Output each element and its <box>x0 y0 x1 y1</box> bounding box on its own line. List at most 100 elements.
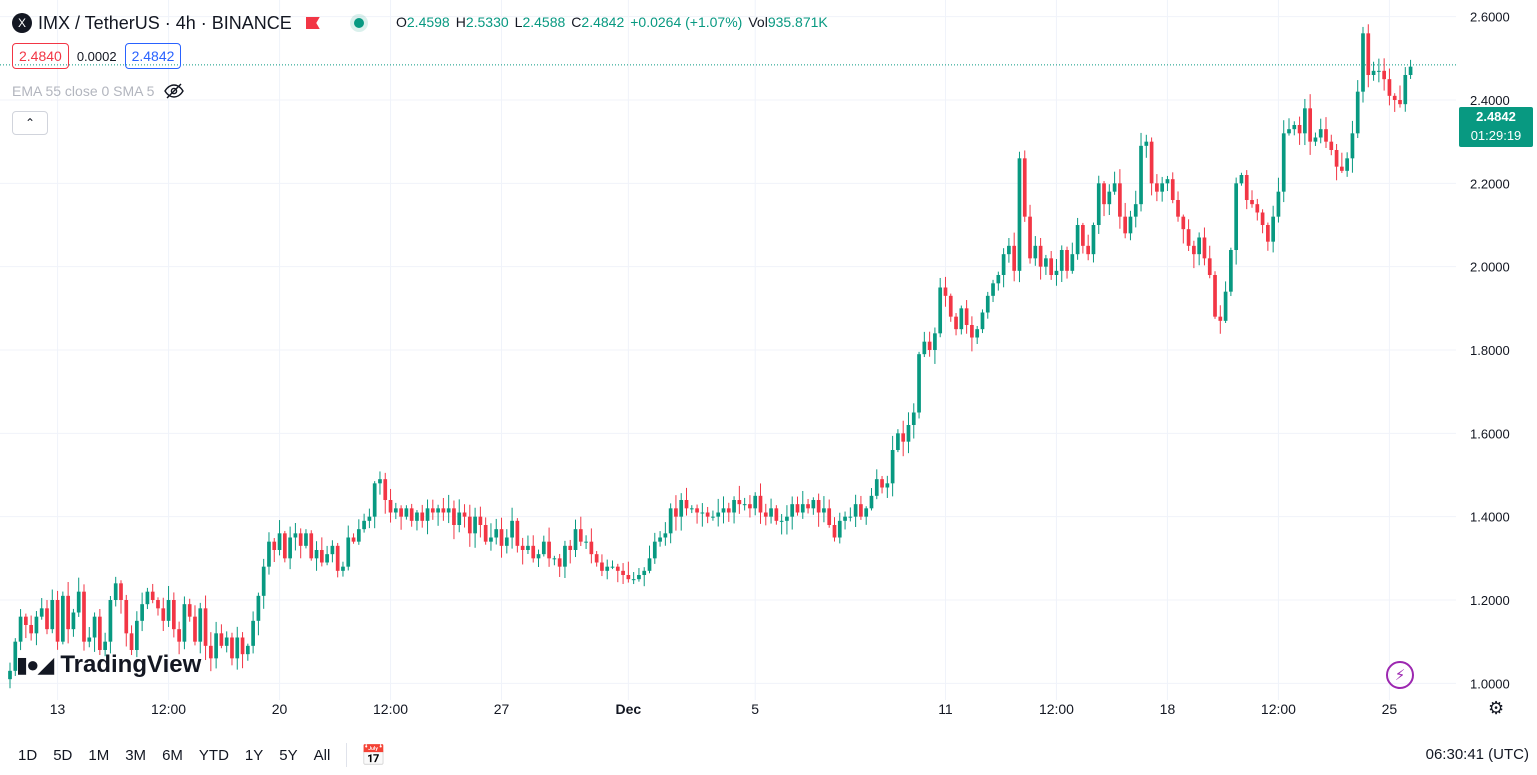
candle <box>954 313 958 336</box>
candle-body <box>372 483 377 517</box>
candle <box>811 497 816 515</box>
market-status-icon[interactable] <box>353 18 364 28</box>
range-button-1m[interactable]: 1M <box>88 746 110 764</box>
candle-body <box>1086 245 1091 255</box>
range-button-1y[interactable]: 1Y <box>244 746 264 764</box>
candle-body <box>1075 225 1080 255</box>
indicator-legend[interactable]: EMA 55 close 0 SMA 5 <box>12 83 185 99</box>
candle-body <box>674 508 678 517</box>
candle-body <box>980 312 985 330</box>
indicator-label[interactable]: EMA 55 close 0 SMA 5 <box>12 83 155 99</box>
candle-body <box>1155 183 1159 192</box>
candle-body <box>1403 75 1408 105</box>
tradingview-logo[interactable]: ▮●◢ TradingView <box>16 651 201 679</box>
candle <box>415 510 419 531</box>
lightning-icon[interactable]: ⚡ <box>1386 661 1414 689</box>
x-tick-label: 12:00 <box>1039 701 1074 717</box>
candle <box>1281 120 1286 203</box>
candle <box>1165 175 1170 192</box>
candle-body <box>790 504 795 517</box>
candle-body <box>82 591 86 642</box>
candle <box>975 325 980 344</box>
candle <box>832 517 837 542</box>
candle <box>679 493 684 531</box>
candle <box>346 525 351 571</box>
candle <box>341 561 345 577</box>
candle-body <box>393 508 398 513</box>
candle <box>436 504 440 526</box>
candle-body <box>1281 133 1286 192</box>
candle <box>1334 144 1339 181</box>
candle <box>1102 181 1106 217</box>
range-button-1d[interactable]: 1D <box>18 746 38 764</box>
candle <box>1202 227 1207 266</box>
range-button-all[interactable]: All <box>313 746 331 764</box>
candle-body <box>256 595 261 621</box>
candle-body <box>467 516 472 534</box>
candle <box>568 539 573 564</box>
candle-body <box>1313 137 1318 142</box>
candle <box>1017 151 1022 283</box>
candle-body <box>589 541 594 555</box>
candle <box>970 316 974 352</box>
candle <box>298 528 303 559</box>
candle <box>985 291 990 319</box>
candle <box>203 595 208 661</box>
candle-body <box>832 525 837 538</box>
range-button-3m[interactable]: 3M <box>125 746 147 764</box>
candle-body <box>224 637 229 646</box>
candle-body <box>779 520 784 522</box>
candle-body <box>436 508 440 513</box>
symbol-title[interactable]: IMX / TetherUS · 4h · BINANCE <box>38 12 292 33</box>
candle-body <box>1303 108 1307 134</box>
collapse-legend-button[interactable]: ⌃ <box>12 111 48 135</box>
candle-body <box>843 516 847 521</box>
candle <box>1350 120 1355 173</box>
candle-body <box>441 508 446 513</box>
candle <box>695 504 699 524</box>
candle-body <box>1070 254 1075 271</box>
candle <box>700 503 705 527</box>
range-button-ytd[interactable]: YTD <box>198 746 229 764</box>
candle-body <box>822 508 826 513</box>
candle <box>29 615 33 641</box>
candle <box>388 488 393 523</box>
candle <box>621 563 625 585</box>
eye-off-icon[interactable] <box>164 83 185 99</box>
buy-price-button[interactable]: 2.4842 <box>124 43 182 69</box>
candle <box>462 504 467 528</box>
utc-clock[interactable]: 06:30:41 (UTC) <box>1425 746 1529 763</box>
y-tick-label: 2.2000 <box>1470 176 1510 191</box>
sell-price-button[interactable]: 2.4840 <box>12 43 69 69</box>
price-chart[interactable]: 1.0000 1.2000 1.4000 1.6000 1.8000 2.0000 2.20… <box>0 0 1537 735</box>
candle <box>372 481 377 529</box>
candle-body <box>647 558 652 571</box>
candle <box>235 626 240 670</box>
candle <box>293 522 298 551</box>
candles <box>8 24 1413 689</box>
y-tick-label: 1.8000 <box>1470 343 1510 358</box>
candle <box>563 540 567 578</box>
range-button-5d[interactable]: 5D <box>53 746 73 764</box>
candle <box>1186 219 1191 252</box>
date-range-buttons: 1D 5D 1M 3M 6M YTD 1Y 5Y All <box>10 743 338 768</box>
candle-body <box>927 341 932 350</box>
close-label: C <box>571 14 582 30</box>
candle-body <box>1001 254 1006 275</box>
flag-icon[interactable] <box>305 17 320 29</box>
candle <box>869 488 874 511</box>
range-button-5y[interactable]: 5Y <box>279 746 298 764</box>
candle <box>711 510 715 521</box>
low-label: L <box>514 14 523 30</box>
y-tick-label: 1.2000 <box>1470 593 1510 608</box>
x-axis[interactable]: 13 12:00 20 12:00 27 Dec 5 11 12:00 18 12:00 25 <box>50 701 1398 717</box>
y-axis[interactable]: 1.0000 1.2000 1.4000 1.6000 1.8000 2.0000 2.20… <box>1470 10 1510 692</box>
candle-body <box>1054 270 1059 275</box>
go-to-date-icon[interactable]: 📅 <box>361 744 387 767</box>
gear-icon[interactable]: ⚙ <box>1488 698 1505 718</box>
candle <box>853 494 858 528</box>
candle-body <box>700 512 705 514</box>
symbol-header[interactable]: X IMX / TetherUS · 4h · BINANCE <box>12 10 364 36</box>
range-button-6m[interactable]: 6M <box>162 746 183 764</box>
x-tick-label: 25 <box>1382 701 1398 717</box>
